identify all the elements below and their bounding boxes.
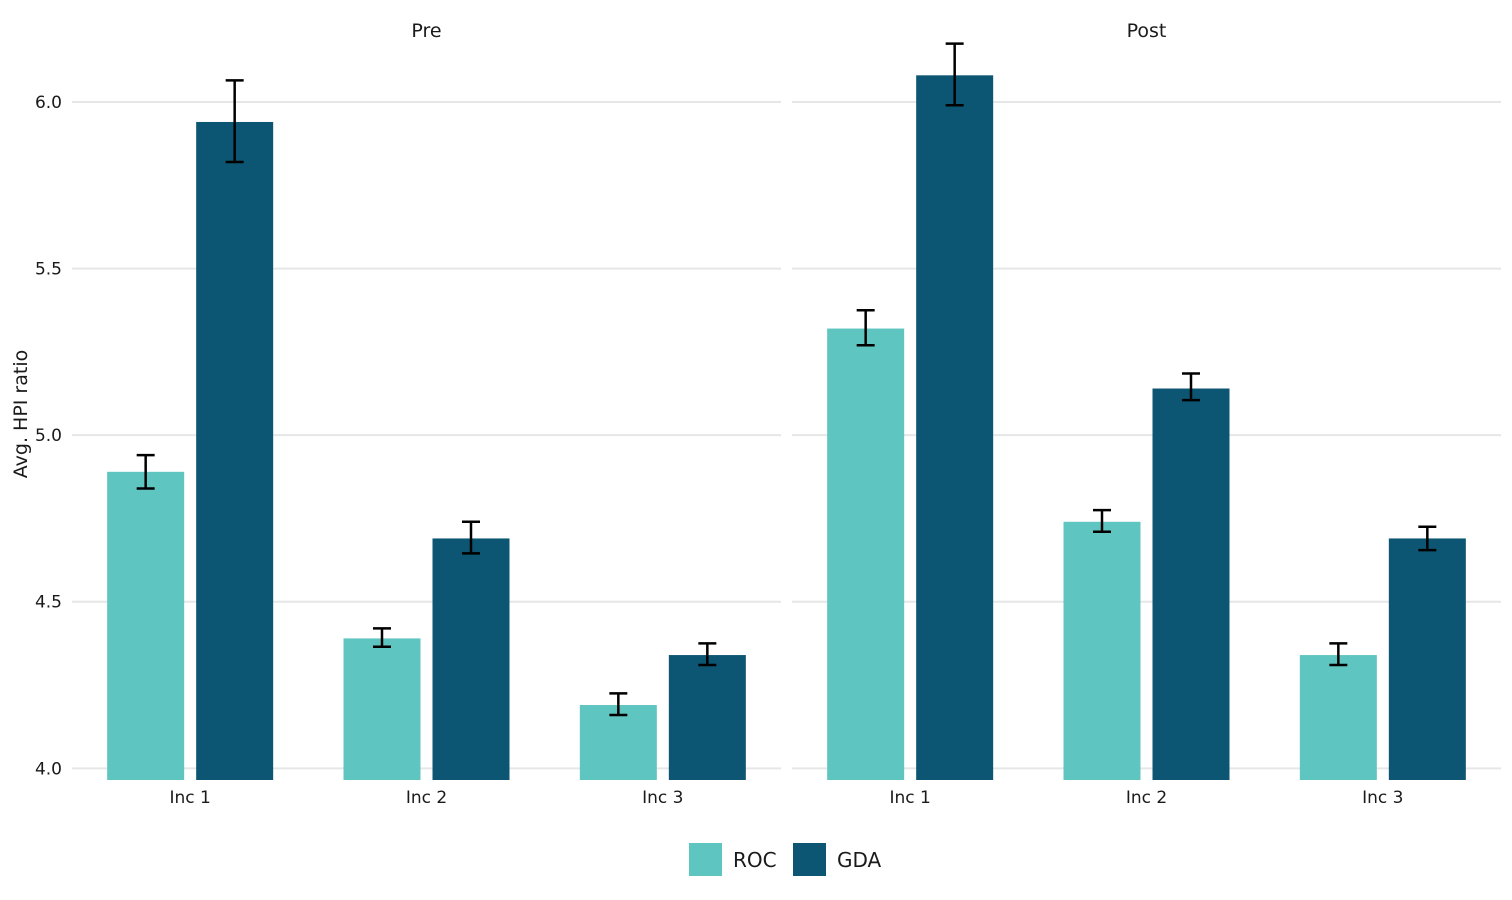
y-tick-label: 4.5 xyxy=(35,593,62,613)
bar-roc-inc-2 xyxy=(343,638,421,780)
error-bar xyxy=(856,308,875,347)
bar-gda-inc-1 xyxy=(196,121,274,781)
legend: ROC GDA xyxy=(689,843,882,876)
legend-label-gda: GDA xyxy=(837,848,882,872)
x-tick-label: Inc 2 xyxy=(1126,788,1167,808)
error-bar xyxy=(1418,525,1437,552)
y-axis-label: Avg. HPI ratio xyxy=(10,350,32,478)
y-tick-label: 5.0 xyxy=(35,426,62,446)
panel-post: Post Inc 1 Inc 2 Inc 3 xyxy=(792,20,1501,808)
legend-swatch-gda xyxy=(793,843,826,876)
bar-gda-inc-2 xyxy=(432,538,510,780)
x-tick-label: Inc 1 xyxy=(889,788,930,808)
x-tick-label: Inc 3 xyxy=(1362,788,1403,808)
y-tick-label: 5.5 xyxy=(35,260,62,280)
y-tick-label: 6.0 xyxy=(35,93,62,113)
bar-gda-inc-3 xyxy=(1388,538,1466,780)
x-tick-label: Inc 1 xyxy=(169,788,210,808)
bar-gda-inc-2 xyxy=(1152,388,1230,780)
panel-title: Pre xyxy=(411,20,441,42)
bar-roc-inc-3 xyxy=(1299,655,1377,780)
bar-gda-inc-1 xyxy=(916,75,994,781)
y-tick-label: 4.0 xyxy=(35,759,62,779)
bar-gda-inc-3 xyxy=(668,655,746,780)
x-tick-label: Inc 3 xyxy=(642,788,683,808)
panel-title: Post xyxy=(1127,20,1167,42)
panel-pre: Pre Inc 1 Inc 2 Inc 3 xyxy=(72,20,781,808)
error-bar xyxy=(462,520,480,555)
bar-roc-inc-2 xyxy=(1063,521,1141,780)
error-bar xyxy=(1093,508,1111,534)
error-bar xyxy=(225,79,244,164)
legend-swatch-roc xyxy=(689,843,722,876)
error-bar xyxy=(609,692,628,717)
error-bar xyxy=(136,453,155,490)
bar-roc-inc-1 xyxy=(107,471,185,780)
error-bar xyxy=(373,627,391,648)
error-bar xyxy=(698,642,717,667)
bar-roc-inc-1 xyxy=(827,328,905,780)
error-bar xyxy=(1182,372,1200,402)
legend-label-roc: ROC xyxy=(733,848,777,872)
error-bar xyxy=(945,42,964,107)
bar-roc-inc-3 xyxy=(579,705,657,780)
error-bar xyxy=(1329,642,1348,667)
x-tick-label: Inc 2 xyxy=(406,788,447,808)
